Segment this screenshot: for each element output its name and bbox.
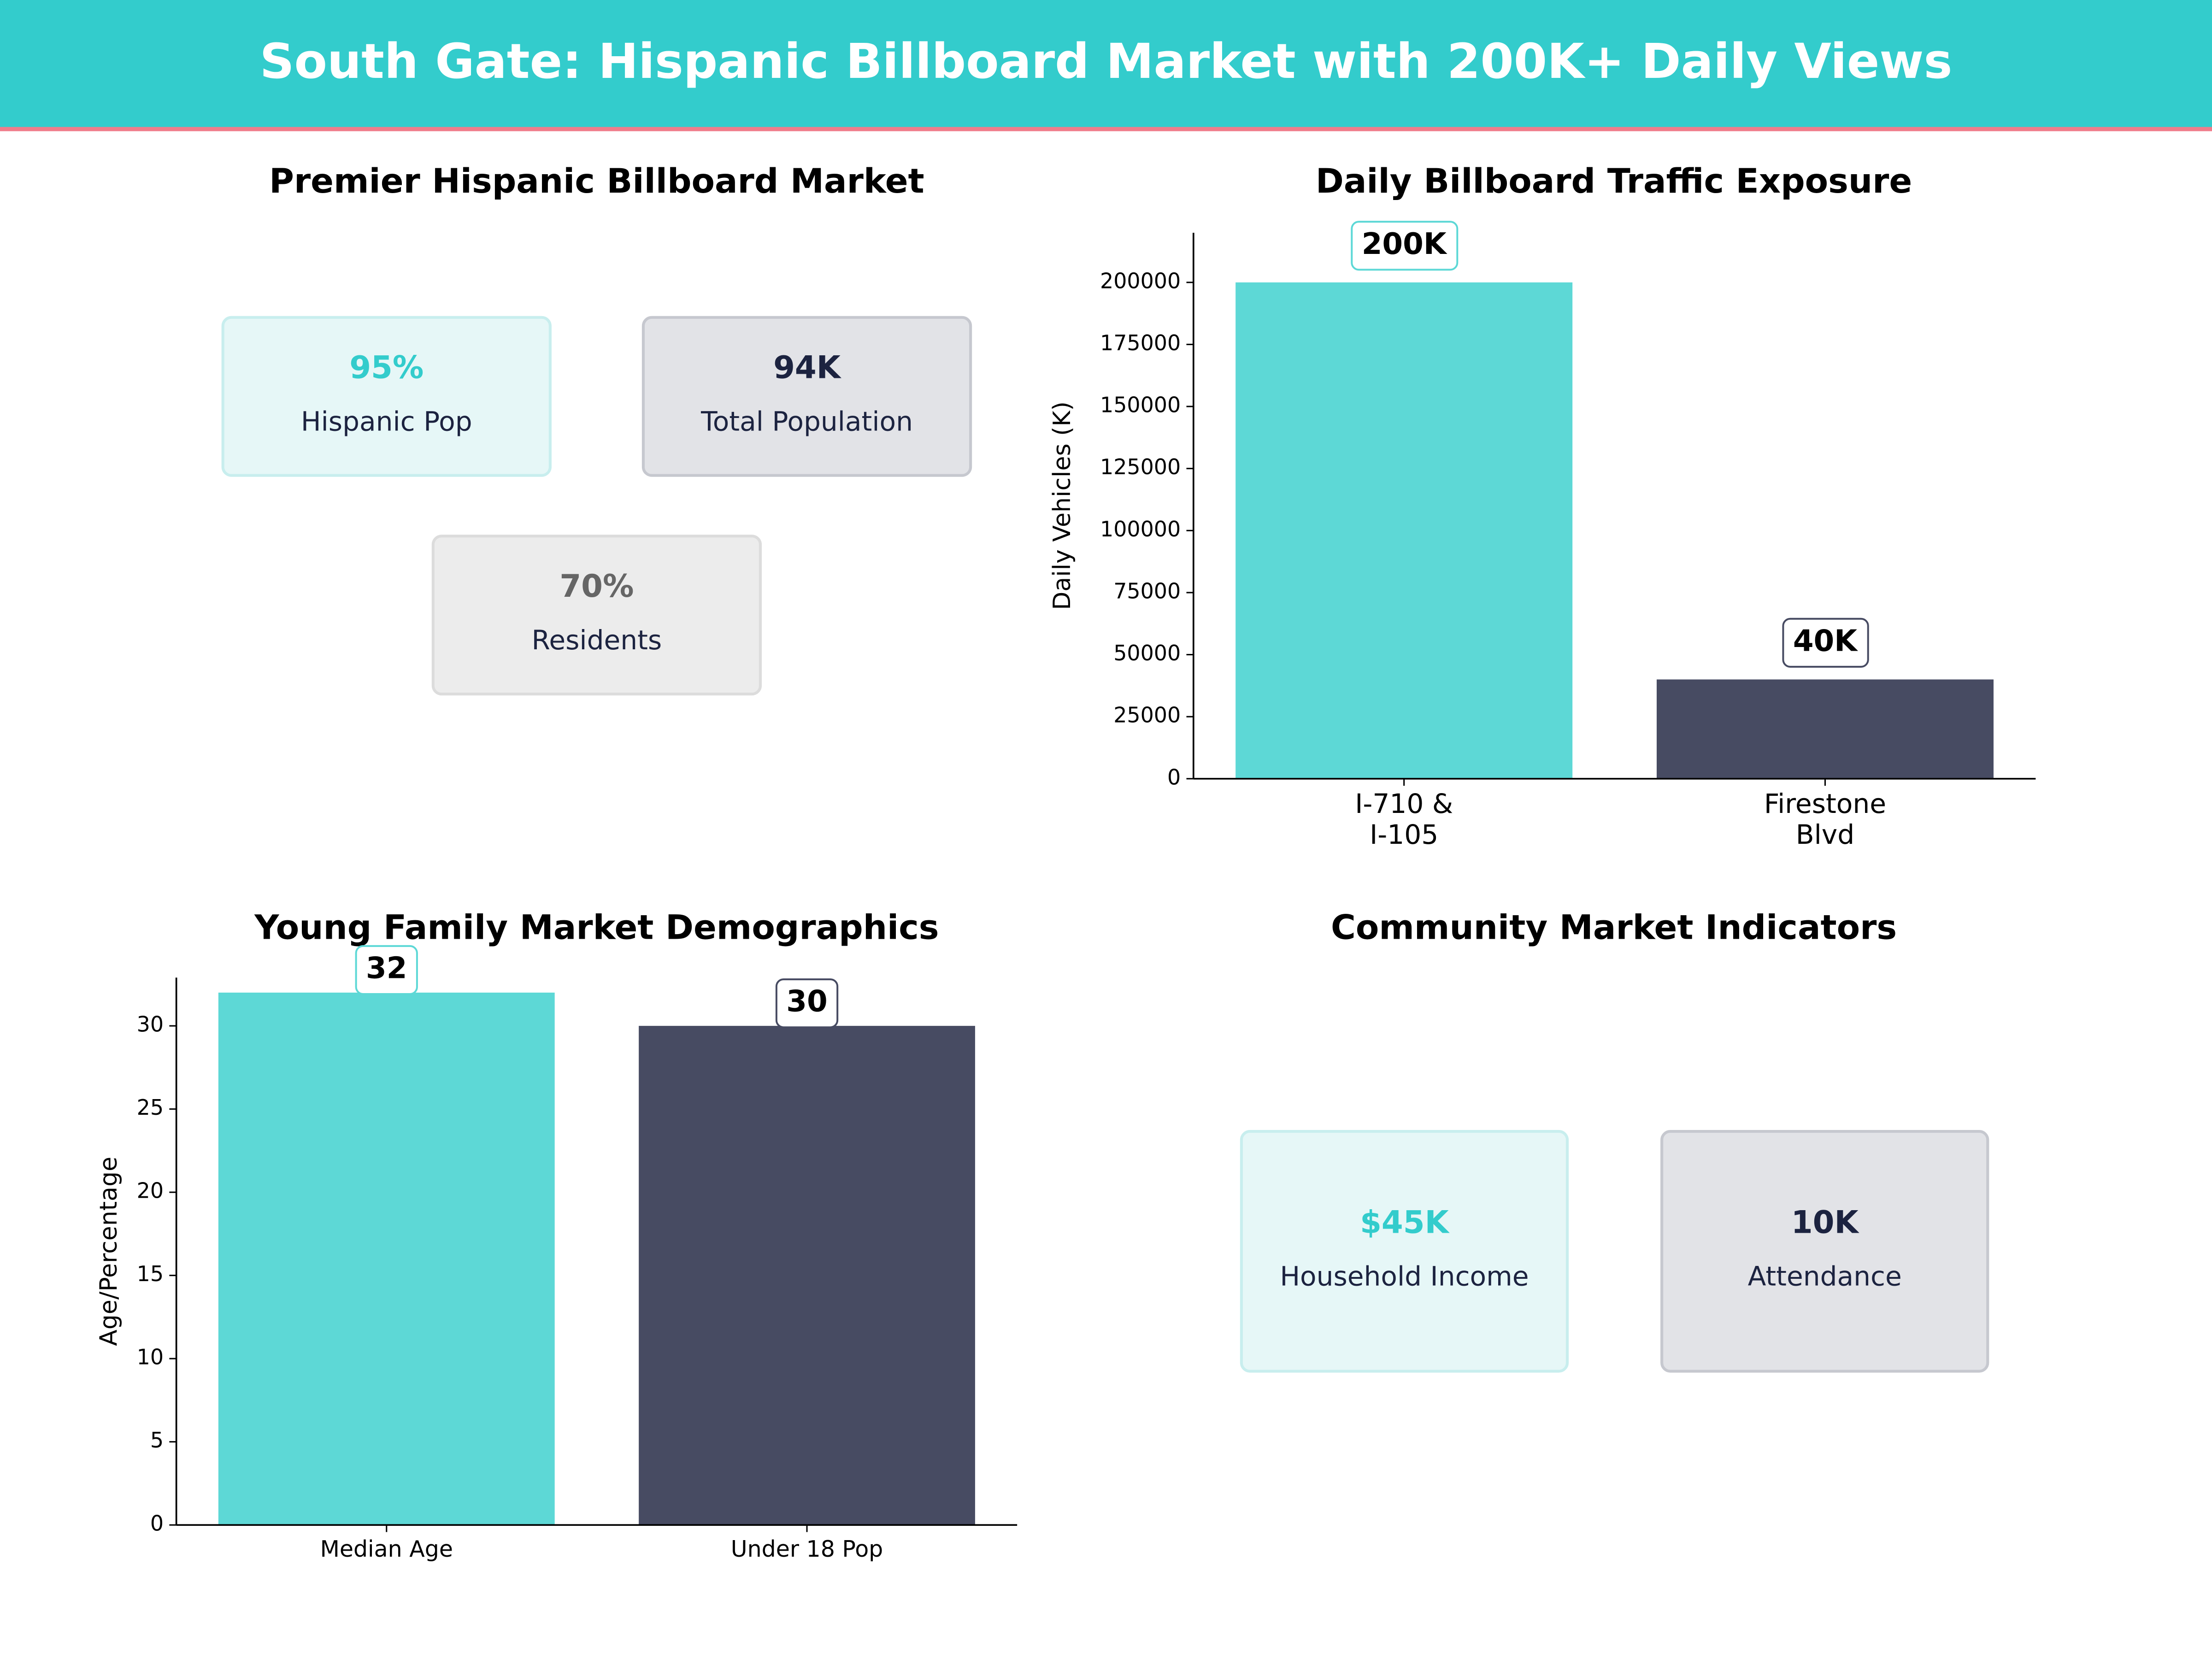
kpi-value: 95% — [349, 349, 424, 386]
page-title: South Gate: Hispanic Billboard Market wi… — [260, 33, 1953, 89]
x-tick-label: I-710 & I-105 — [1355, 788, 1453, 850]
y-axis-label: Daily Vehicles (K) — [1048, 401, 1076, 610]
kpi-card — [221, 316, 552, 477]
x-tick-label: Median Age — [320, 1536, 453, 1562]
value-label: 40K — [1793, 624, 1858, 658]
bar — [1656, 679, 1994, 779]
value-label: 200K — [1362, 227, 1447, 261]
bar — [639, 1026, 975, 1525]
y-axis-label: Age/Percentage — [95, 1157, 123, 1346]
y-tick-label: 50000 — [1113, 641, 1181, 665]
kpi-card — [431, 535, 762, 696]
kpi-label: Residents — [532, 624, 662, 656]
value-label-box — [355, 945, 418, 995]
y-tick-label: 200000 — [1100, 268, 1181, 293]
y-tick-label: 0 — [150, 1511, 164, 1536]
kpi-value: 94K — [773, 349, 842, 386]
y-tick-label: 30 — [137, 1012, 164, 1037]
x-tick-label: Firestone Blvd — [1764, 788, 1886, 850]
bar — [218, 992, 555, 1525]
y-tick-label: 175000 — [1100, 330, 1181, 355]
y-tick-label: 10 — [137, 1345, 164, 1370]
value-label: 32 — [366, 951, 407, 986]
kpi-value: 10K — [1791, 1204, 1860, 1241]
panel-title: Daily Billboard Traffic Exposure — [1316, 162, 1912, 201]
kpi-label: Household Income — [1280, 1261, 1529, 1292]
x-tick-label: Under 18 Pop — [731, 1536, 883, 1562]
kpi-value: 70% — [559, 568, 634, 604]
kpi-label: Attendance — [1748, 1261, 1902, 1292]
panel-title: Young Family Market Demographics — [254, 908, 939, 947]
value-label-box — [1351, 221, 1459, 271]
y-tick-label: 20 — [137, 1178, 164, 1203]
y-tick-label: 5 — [150, 1428, 164, 1453]
kpi-value: $45K — [1360, 1204, 1450, 1241]
kpi-card — [1240, 1130, 1569, 1373]
panel-title: Premier Hispanic Billboard Market — [269, 162, 924, 201]
y-tick-label: 25000 — [1113, 703, 1181, 728]
value-label-box — [775, 978, 839, 1029]
kpi-card — [641, 316, 972, 477]
value-label-group: 40K — [1782, 618, 1869, 668]
panel-title: Community Market Indicators — [1331, 908, 1897, 947]
value-label-group: 30 — [775, 978, 839, 1029]
value-label-group: 32 — [355, 945, 418, 995]
kpi-card — [1660, 1130, 1989, 1373]
header-bar — [0, 0, 2212, 127]
value-label-box — [1782, 618, 1869, 668]
y-tick-label: 15 — [137, 1261, 164, 1286]
y-tick-label: 125000 — [1100, 454, 1181, 479]
kpi-label: Hispanic Pop — [301, 406, 472, 437]
y-tick-label: 100000 — [1100, 517, 1181, 541]
header-accent — [0, 127, 2212, 131]
y-tick-label: 0 — [1167, 765, 1181, 789]
value-label-group: 200K — [1351, 221, 1459, 271]
y-tick-label: 150000 — [1100, 393, 1181, 418]
value-label: 30 — [786, 984, 827, 1019]
bar — [1235, 282, 1573, 779]
y-tick-label: 25 — [137, 1095, 164, 1120]
kpi-label: Total Population — [700, 406, 913, 437]
y-tick-label: 75000 — [1113, 578, 1181, 603]
